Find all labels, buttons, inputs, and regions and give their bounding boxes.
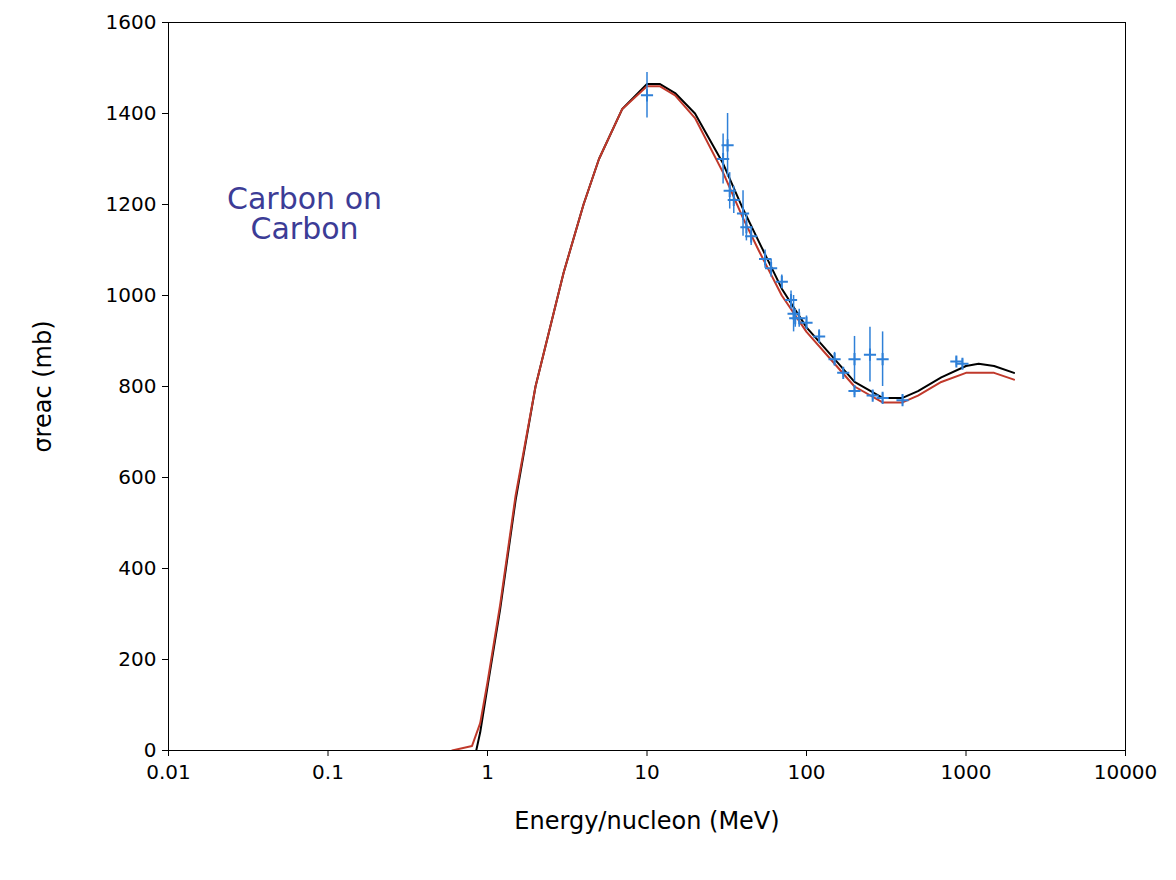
svg-text:σreac (mb): σreac (mb) [29, 320, 57, 452]
svg-text:Carbon onCarbon: Carbon onCarbon [227, 181, 382, 246]
svg-text:0.1: 0.1 [312, 760, 344, 784]
svg-text:0.01: 0.01 [146, 760, 191, 784]
svg-text:0: 0 [144, 738, 157, 762]
svg-text:1200: 1200 [106, 192, 157, 216]
svg-text:1: 1 [481, 760, 494, 784]
svg-text:100: 100 [787, 760, 825, 784]
svg-text:400: 400 [118, 556, 156, 580]
svg-text:1400: 1400 [106, 101, 157, 125]
svg-text:10: 10 [634, 760, 659, 784]
svg-text:10000: 10000 [1094, 760, 1158, 784]
svg-text:200: 200 [118, 647, 156, 671]
svg-text:600: 600 [118, 465, 156, 489]
svg-text:1600: 1600 [106, 10, 157, 34]
svg-text:Energy/nucleon (MeV): Energy/nucleon (MeV) [514, 807, 779, 835]
svg-text:1000: 1000 [941, 760, 992, 784]
svg-text:800: 800 [118, 374, 156, 398]
svg-text:1000: 1000 [106, 283, 157, 307]
